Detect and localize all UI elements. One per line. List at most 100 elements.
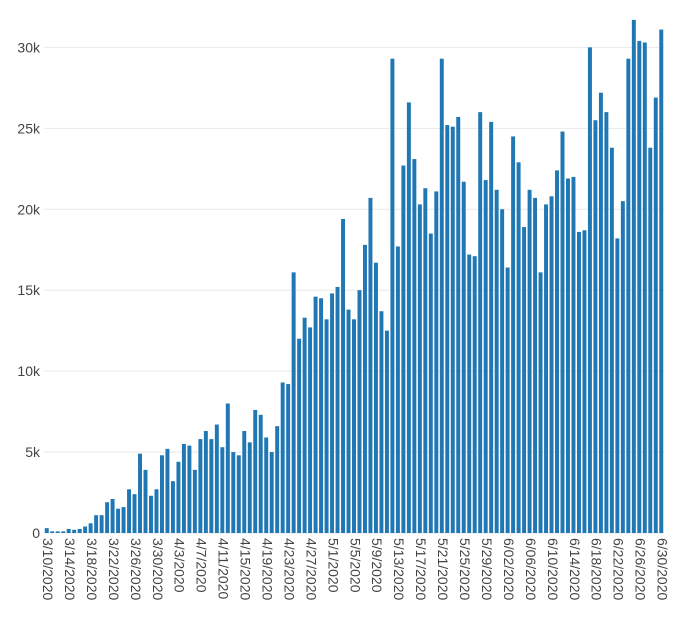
bar: [522, 227, 527, 533]
bar: [94, 515, 99, 533]
bar: [143, 469, 148, 533]
bar: [368, 197, 373, 534]
bar: [198, 439, 203, 533]
bar: [653, 97, 658, 533]
bar: [242, 431, 247, 533]
bar: [494, 189, 499, 533]
bar: [99, 515, 104, 533]
x-tick-label: 6/10/2020: [545, 538, 561, 600]
bar: [576, 231, 581, 533]
bar: [335, 286, 340, 533]
bar: [500, 209, 505, 533]
bar: [598, 92, 603, 533]
bar: [384, 330, 389, 533]
bar: [352, 319, 356, 533]
bar: [319, 298, 324, 533]
bar: [116, 508, 121, 533]
y-tick-label: 25k: [17, 120, 41, 136]
bar: [297, 338, 302, 533]
bar: [363, 244, 367, 534]
y-axis-ticks: 0 5k 10k 15k 20k 25k 30k: [17, 39, 41, 541]
x-axis-ticks: 3/10/2020 3/14/2020 3/18/2020 3/22/2020 3/26…: [40, 538, 671, 600]
bar: [341, 218, 345, 533]
bar: [642, 42, 647, 534]
bar: [77, 528, 82, 533]
x-tick-label: 5/13/2020: [391, 538, 407, 600]
bar: [61, 531, 66, 533]
y-tick-label: 5k: [25, 444, 41, 460]
x-tick-label: 5/17/2020: [413, 538, 429, 600]
bar: [423, 188, 428, 533]
x-tick-label: 4/23/2020: [281, 538, 297, 600]
bar: [373, 262, 378, 533]
bar: [544, 204, 549, 533]
bar: [176, 461, 181, 533]
x-tick-label: 6/14/2020: [567, 538, 583, 600]
bar: [231, 452, 236, 533]
bar: [648, 147, 653, 534]
bar: [346, 309, 351, 533]
bar: [66, 528, 71, 533]
x-tick-label: 4/3/2020: [172, 538, 188, 593]
bar: [428, 233, 433, 533]
bar: [275, 426, 280, 533]
y-tick-label: 0: [32, 525, 40, 541]
bar: [412, 159, 417, 533]
x-tick-label: 5/21/2020: [435, 538, 451, 600]
bar: [593, 120, 598, 533]
bar: [417, 204, 422, 533]
bar: [406, 102, 411, 533]
bar: [434, 191, 439, 533]
bar: [313, 296, 318, 533]
bar: [609, 147, 614, 534]
bar: [159, 455, 164, 533]
x-tick-label: 3/30/2020: [150, 538, 166, 600]
x-tick-label: 5/25/2020: [457, 538, 473, 600]
bar: [286, 384, 291, 533]
x-tick-label: 6/02/2020: [501, 538, 517, 600]
bar: [456, 116, 461, 533]
bar: [55, 531, 60, 533]
bar: [587, 47, 592, 534]
bar: [121, 507, 126, 533]
bar: [209, 439, 214, 533]
bar: [154, 489, 159, 533]
bar: [604, 112, 609, 534]
bar: [269, 452, 274, 533]
x-tick-label: 6/06/2020: [523, 538, 539, 600]
bar: [483, 180, 488, 534]
bar: [258, 414, 263, 533]
bar: [620, 201, 625, 533]
bar: [83, 526, 88, 533]
bar: [105, 502, 110, 533]
bar: [138, 453, 142, 533]
bar: [445, 125, 450, 533]
bar: [88, 523, 93, 533]
bar: [165, 448, 170, 533]
bar: [489, 121, 494, 533]
y-tick-label: 20k: [17, 201, 41, 217]
bar: [203, 431, 208, 533]
bar: [357, 290, 362, 533]
bar: [555, 170, 559, 533]
bar: [280, 382, 285, 533]
bar: [187, 445, 192, 533]
x-tick-label: 4/27/2020: [303, 538, 319, 600]
bar: [170, 481, 175, 533]
bar: [72, 529, 77, 533]
x-tick-label: 5/1/2020: [325, 538, 341, 593]
bar: [50, 531, 55, 533]
bar: [615, 238, 620, 533]
bar: [450, 126, 455, 533]
bar: [149, 495, 153, 533]
bar: [291, 272, 296, 533]
bar: [302, 317, 307, 533]
x-tick-label: 6/18/2020: [589, 538, 605, 600]
x-tick-label: 6/26/2020: [633, 538, 649, 600]
bar: [308, 327, 313, 533]
x-tick-label: 6/22/2020: [611, 538, 627, 600]
x-tick-label: 3/22/2020: [106, 538, 122, 600]
bar: [324, 319, 329, 533]
bar: [379, 311, 384, 533]
